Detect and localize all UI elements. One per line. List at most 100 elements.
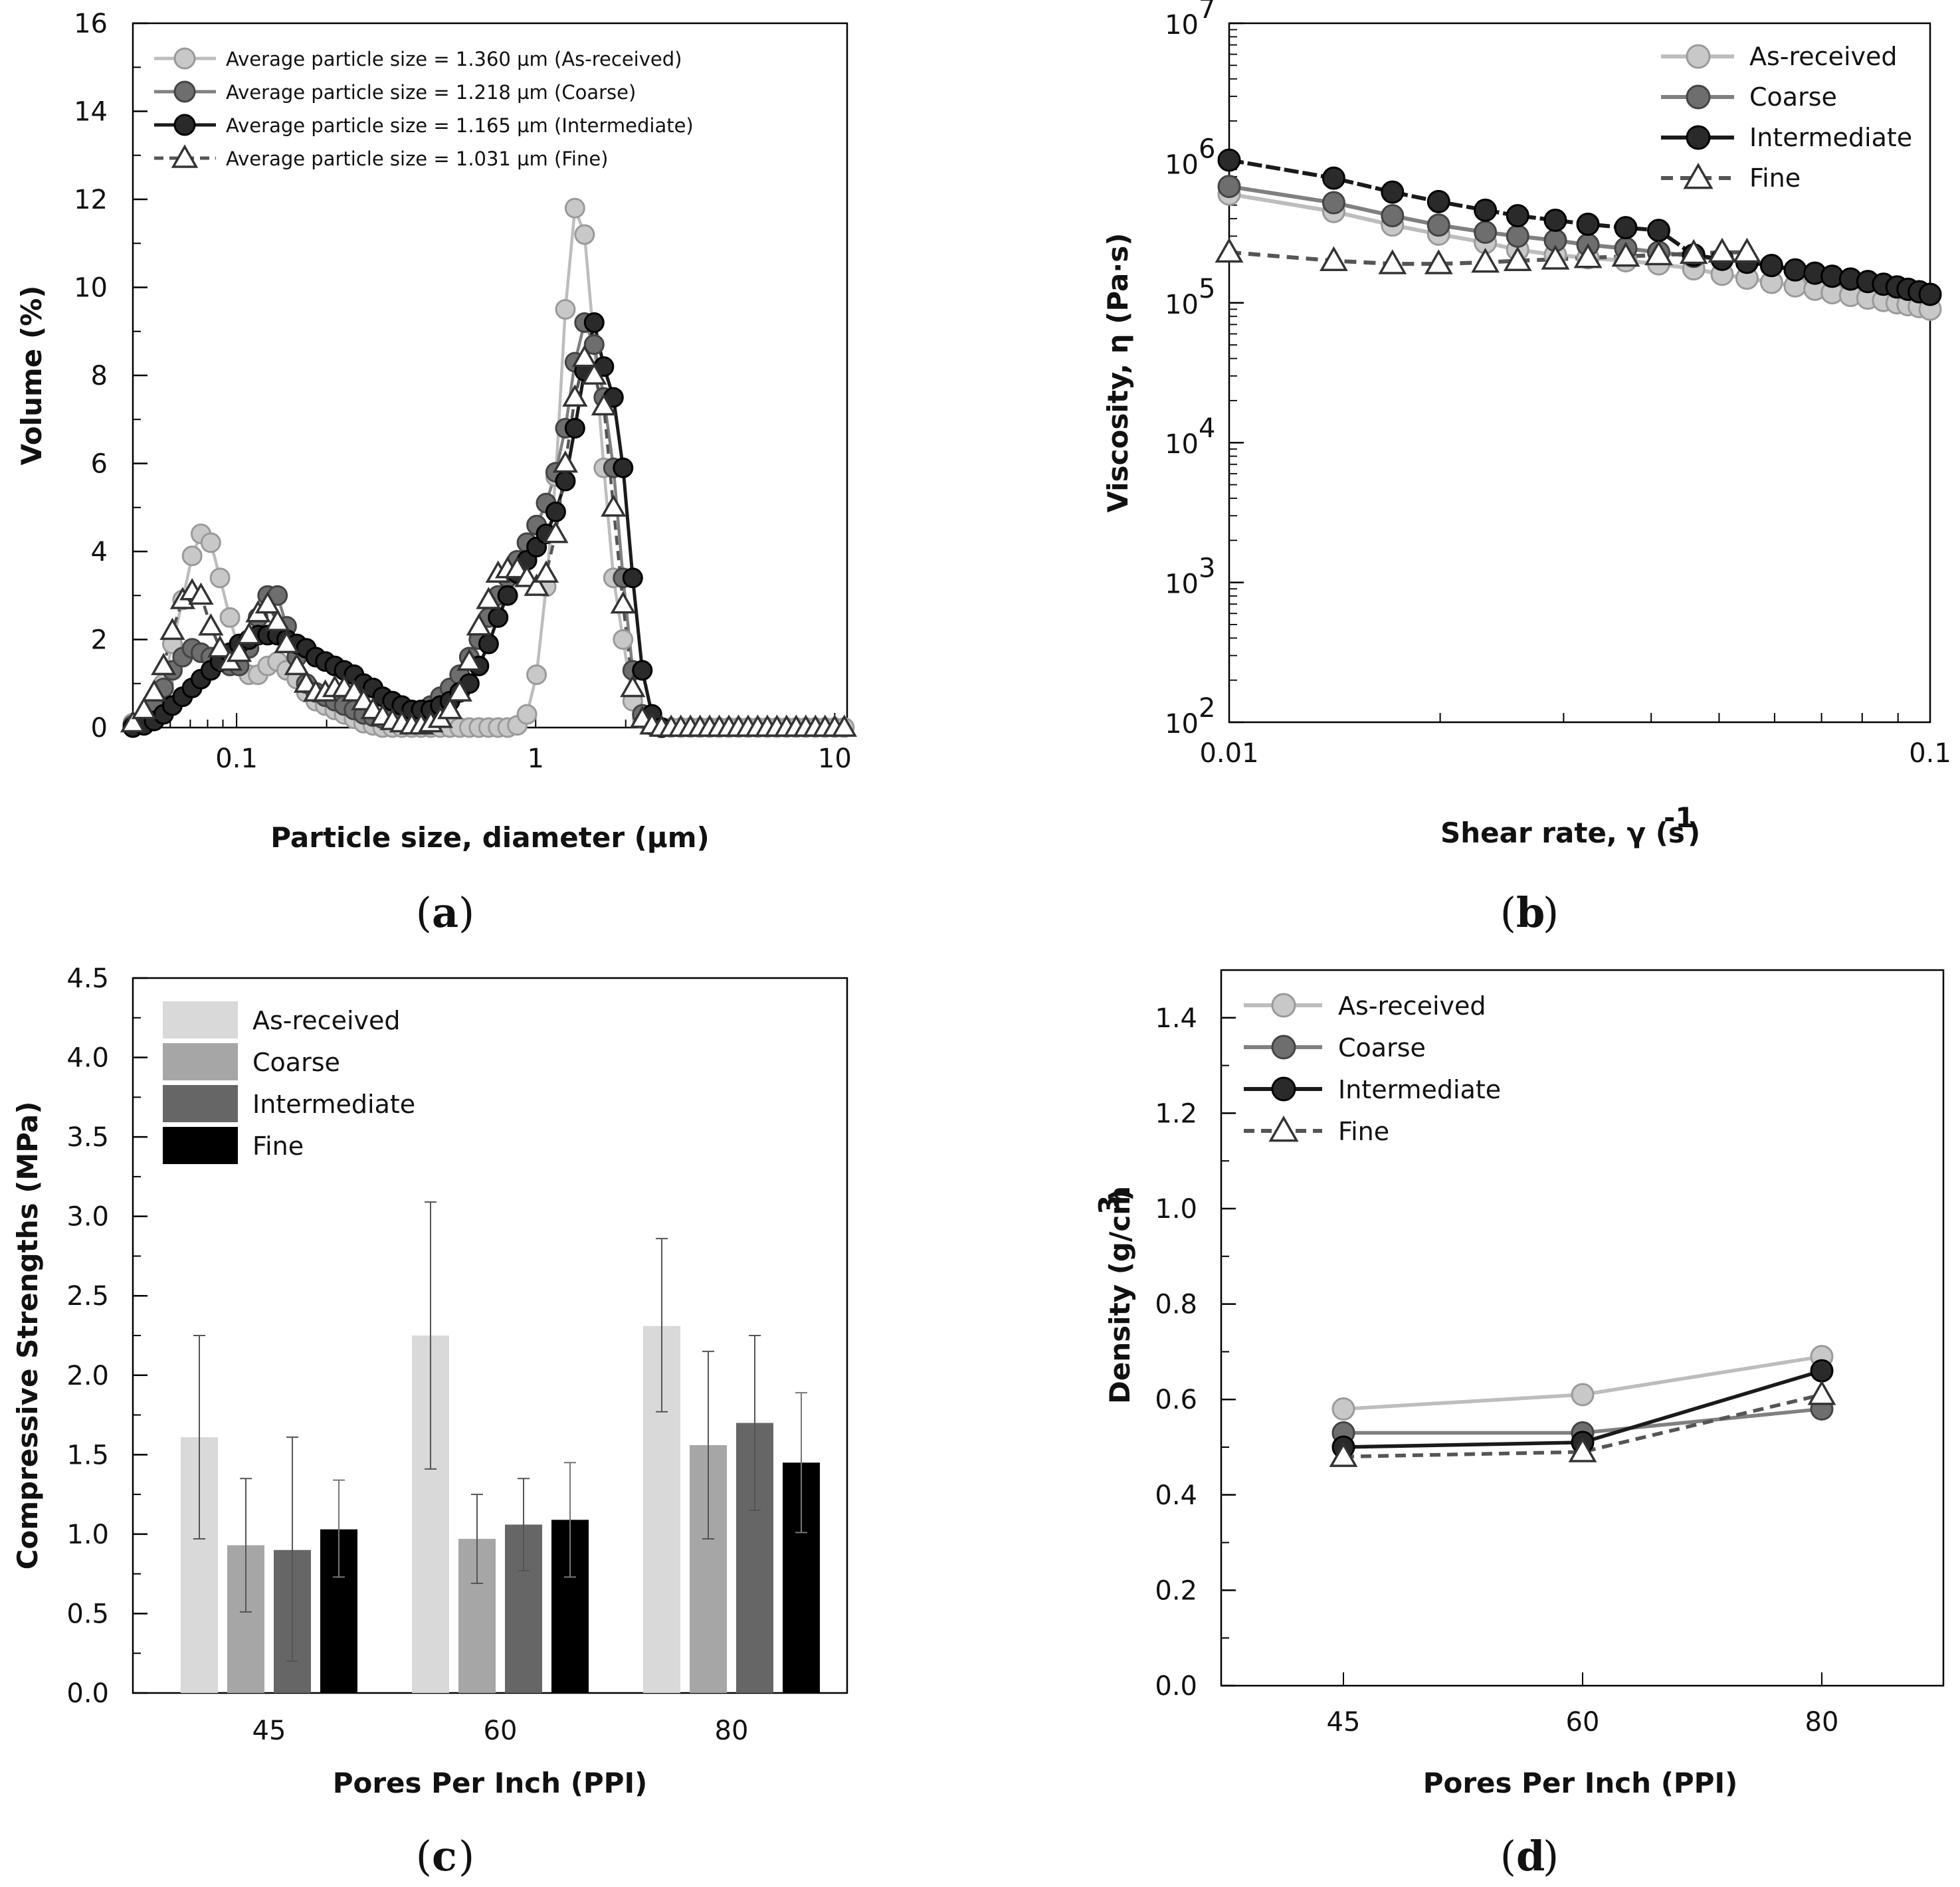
y-tick-label: 12 [74, 185, 108, 215]
x-tick-label: 0.1 [215, 744, 258, 774]
data-point-fine [524, 573, 549, 596]
legend-marker-fine [1268, 1115, 1299, 1142]
y-tick-label: 8 [91, 361, 108, 391]
x-tick-label: 0.01 [1199, 738, 1258, 769]
y-tick-label: 4 [91, 537, 108, 567]
panel-a-particle-size-chart: 0 2 4 6 8 10 12 14 16 0.1 1 10 Particle size, diamet… [15, 9, 857, 937]
y-tick-label: 10 [74, 273, 108, 304]
y-tick-label: 2.0 [66, 1361, 109, 1391]
y-tick-exponent: 7 [1199, 0, 1215, 25]
legend-label-as_received: As-received [1749, 42, 1898, 71]
data-point-as_received [1571, 1383, 1595, 1407]
x-axis-label: Pores Per Inch (PPI) [1423, 1767, 1738, 1799]
y-tick-label: 16 [74, 9, 108, 39]
y-tick-label: 1.2 [1155, 1098, 1197, 1129]
y-tick-label: 0.8 [1155, 1290, 1197, 1320]
data-point-fine [1679, 239, 1708, 264]
y-tick-label: 0 [91, 713, 108, 744]
legend-marker-as_received [1686, 44, 1711, 69]
panel-paren-open: ( [416, 888, 432, 937]
data-point-intermediate [1783, 258, 1807, 282]
legend-swatch-bar_fine [163, 1127, 238, 1164]
y-axis-label: Volume (%) [15, 286, 48, 466]
data-point-intermediate [1322, 166, 1345, 190]
y-tick-label: 1.0 [66, 1520, 109, 1550]
data-point-fine [284, 652, 310, 676]
data-point-fine [1215, 237, 1244, 263]
data-point-fine [274, 631, 300, 653]
y-tick-label: 0.5 [66, 1599, 109, 1629]
legend-label-bar_fine: Fine [252, 1132, 304, 1161]
y-axis-label: Density (g/cm [1104, 1186, 1136, 1404]
legend-label-intermediate: Intermediate [1338, 1075, 1501, 1104]
data-point-as_received [526, 664, 547, 685]
data-point-intermediate [488, 607, 509, 628]
data-point-fine [1573, 243, 1603, 268]
y-tick-label: 2 [91, 625, 108, 656]
data-point-intermediate [545, 501, 566, 522]
data-point-intermediate [1918, 282, 1942, 306]
x-tick-label: 80 [1805, 1707, 1839, 1738]
y-tick-label: 0.0 [66, 1678, 109, 1709]
data-point-as_received [516, 704, 538, 725]
legend-marker-fine [1683, 162, 1714, 189]
panel-paren-close: ) [458, 1832, 474, 1880]
legend-swatch-bar_as_received [163, 1001, 238, 1039]
x-tick-label: 10 [818, 744, 852, 774]
y-tick-base: 10 [1165, 429, 1199, 460]
panel-paren-open: ( [416, 1832, 432, 1880]
legend-label-bar_intermediate: Intermediate [252, 1090, 415, 1119]
legend-label-as_received: As-received [1338, 991, 1486, 1021]
legend-marker-coarse [173, 80, 196, 103]
legend-marker-intermediate [1271, 1076, 1296, 1102]
data-point-fine [552, 450, 579, 473]
data-point-intermediate [478, 633, 499, 654]
x-axis-label: Particle size, diameter (µm) [270, 821, 710, 854]
data-point-intermediate [564, 418, 585, 439]
x-tick-label: 60 [1566, 1707, 1600, 1738]
data-point-intermediate [613, 457, 634, 478]
data-point-fine [151, 652, 177, 676]
y-tick-label: 3.0 [66, 1202, 109, 1233]
legend-label-fine: Average particle size = 1.031 µm (Fine) [226, 148, 609, 170]
x-tick-label: 60 [484, 1716, 518, 1746]
data-point-fine [226, 639, 252, 662]
legend-label-fine: Fine [1338, 1117, 1389, 1146]
data-point-fine [543, 520, 569, 544]
data-point-intermediate [622, 567, 643, 589]
data-point-fine [188, 582, 214, 605]
data-point-intermediate [1426, 189, 1450, 213]
data-point-fine [562, 384, 588, 407]
y-axis-label-superscript: 3 [1093, 1195, 1126, 1215]
data-point-fine [1568, 1437, 1597, 1462]
x-tick-label: 1 [528, 744, 544, 774]
y-tick-label: 6 [91, 449, 108, 480]
data-point-fine [466, 613, 492, 636]
data-point-fine [1807, 1380, 1836, 1405]
data-point-as_received [1331, 1397, 1355, 1421]
y-tick-base: 10 [1165, 569, 1199, 600]
y-axis-label: Compressive Strengths (MPa) [11, 1102, 44, 1570]
y-tick-label: 2.5 [66, 1281, 109, 1312]
y-tick-label: 0.6 [1155, 1385, 1197, 1415]
panel-label-c: c [432, 1832, 457, 1880]
panel-paren-close: ) [1543, 1832, 1559, 1880]
data-point-intermediate [1646, 219, 1670, 243]
data-point-fine [437, 696, 463, 720]
legend-marker-intermediate [173, 114, 196, 136]
y-tick-label: 0.2 [1155, 1575, 1197, 1606]
y-tick-exponent: 5 [1199, 274, 1215, 304]
y-tick-exponent: 6 [1199, 134, 1215, 164]
data-point-fine [456, 648, 482, 671]
data-point-coarse [583, 334, 605, 355]
data-point-intermediate [1217, 148, 1241, 172]
data-point-as_received [219, 607, 241, 628]
y-tick-label: 4.5 [66, 963, 109, 994]
data-point-intermediate [1474, 198, 1498, 222]
data-point-fine [254, 591, 280, 614]
panel-label-a: a [432, 888, 458, 937]
data-point-fine [120, 710, 146, 733]
data-point-intermediate [1759, 254, 1783, 278]
data-point-intermediate [497, 585, 518, 606]
data-point-fine [264, 609, 290, 631]
